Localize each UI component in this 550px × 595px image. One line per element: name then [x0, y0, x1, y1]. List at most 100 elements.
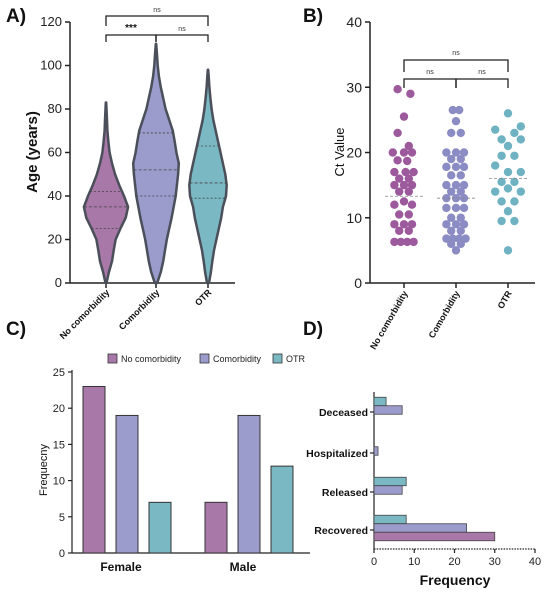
panel-a-ytick-label: 40	[48, 188, 62, 203]
panel-c-letter: C)	[6, 319, 26, 340]
panel-b-point	[459, 180, 469, 190]
panel-c-ytick-label: 25	[53, 367, 65, 379]
panel-b-point	[399, 220, 409, 229]
panel-b-point	[404, 174, 413, 183]
panel-b-comparison-bracket	[455, 78, 509, 88]
panel-b-point	[503, 141, 513, 151]
panel-b-point	[396, 237, 405, 247]
panel-b-point	[516, 135, 525, 144]
panel-b-point	[404, 187, 413, 196]
panel-b-point	[447, 239, 456, 249]
panel-b-point	[448, 105, 457, 115]
panel-c-bar	[115, 414, 139, 554]
panel-b-ylabel: Ct Value	[332, 128, 347, 177]
panel-c-legend-swatch	[272, 353, 283, 364]
panel-d-bar	[373, 531, 496, 542]
panel-b-point	[451, 246, 461, 255]
panel-c-ytick-label: 10	[53, 476, 65, 488]
panel-b-point	[442, 148, 451, 157]
panel-b-point	[503, 167, 513, 177]
panel-b-point	[456, 239, 465, 249]
panel-b-point	[393, 156, 402, 165]
panel-b-point	[407, 148, 417, 157]
panel-b-ytick-label: 40	[346, 14, 362, 30]
panel-b-ytick-label: 0	[354, 275, 362, 291]
panel-b-point	[510, 128, 519, 138]
panel-a-violin	[188, 68, 228, 285]
panel-b-point	[399, 197, 409, 206]
panel-b-point	[390, 167, 399, 177]
panel-b-xtick-label: No comorbidity	[368, 289, 410, 351]
panel-b-point	[442, 203, 451, 213]
panel-b-point	[395, 187, 404, 196]
panel-b-point	[510, 216, 519, 226]
panel-b-point	[390, 237, 399, 247]
panel-b-point	[403, 156, 412, 166]
panel-b-point	[503, 184, 513, 193]
panel-b-comparison-bracket	[403, 59, 509, 72]
panel-b-point	[403, 237, 412, 247]
panel-b-point	[388, 148, 397, 157]
panel-c-bar	[237, 414, 261, 554]
panel-c-xtick-label: Female	[100, 560, 142, 574]
panel-b-point	[510, 197, 519, 206]
panel-b-point	[459, 220, 469, 229]
panel-b-point	[510, 151, 519, 160]
panel-d-bar	[373, 514, 407, 525]
panel-b-point	[404, 141, 413, 151]
panel-b-point	[497, 197, 506, 206]
panel-b-point	[447, 154, 456, 164]
panel-b-point	[395, 226, 404, 235]
panel-b-point	[456, 154, 465, 164]
panel-c-ylabel: Frequecny	[38, 444, 50, 496]
panel-c-bar	[82, 385, 106, 554]
panel-b-letter: B)	[303, 6, 323, 27]
panel-c: C) Frequecny 0 5 10 15 20 25 Female Male No como…	[6, 319, 310, 574]
panel-d-ytick-label: Recovered	[314, 525, 368, 537]
panel-b-point	[451, 203, 461, 213]
panel-a-comparison-bracket	[155, 34, 209, 42]
panel-b-point	[407, 200, 417, 209]
panel-a-xtick-label: OTR	[193, 287, 214, 308]
panel-b-point	[399, 112, 409, 121]
panel-b-point	[407, 180, 417, 190]
panel-b-point	[456, 213, 465, 222]
panel-b-point	[503, 207, 513, 216]
panel-a-ytick-label: 0	[55, 275, 62, 290]
panel-d-bar	[373, 523, 467, 533]
panel-a-violin	[131, 42, 181, 285]
panel-b-point	[447, 128, 456, 138]
panel-a-ytick-label: 100	[40, 58, 62, 73]
panel-b-point	[456, 171, 465, 180]
panel-a-comparison-bracket	[105, 15, 209, 26]
panel-b-xtick-label: OTR	[496, 289, 514, 311]
panel-a-violin	[82, 101, 130, 285]
panel-a-letter: A)	[6, 6, 26, 27]
panel-c-ytick-label: 20	[53, 403, 65, 415]
panel-b-point	[456, 187, 465, 196]
panel-b-ytick-label: 30	[346, 79, 362, 95]
panel-a-comparison-label: ns	[178, 26, 186, 33]
panel-b-comparison-label: ns	[452, 50, 460, 57]
panel-b-point	[395, 174, 404, 183]
panel-b-point	[451, 193, 461, 203]
panel-c-ytick-label: 0	[59, 548, 65, 560]
panel-b-point	[451, 148, 461, 157]
panel-b-point	[451, 220, 461, 229]
panel-b-point	[497, 151, 506, 160]
panel-b-point	[516, 167, 525, 177]
panel-b-comparison-bracket	[403, 78, 457, 88]
panel-b-ytick-label: 10	[346, 210, 362, 226]
panel-a-comparison-bracket	[105, 34, 157, 42]
panel-b-point	[407, 220, 417, 229]
panel-b-point	[491, 161, 500, 170]
panel-b-point	[510, 177, 519, 187]
panel-b-point	[451, 180, 461, 190]
panel-d-xlabel: Frequency	[420, 572, 491, 588]
panel-d-bar	[373, 446, 379, 456]
panel-b-point	[491, 187, 500, 196]
panel-b-ytick-label: 20	[346, 145, 362, 161]
panel-a-xtick-label: No comorbidity	[58, 287, 112, 341]
panel-c-ytick-label: 5	[59, 512, 65, 524]
panel-d-xtick-label: 20	[448, 556, 460, 568]
